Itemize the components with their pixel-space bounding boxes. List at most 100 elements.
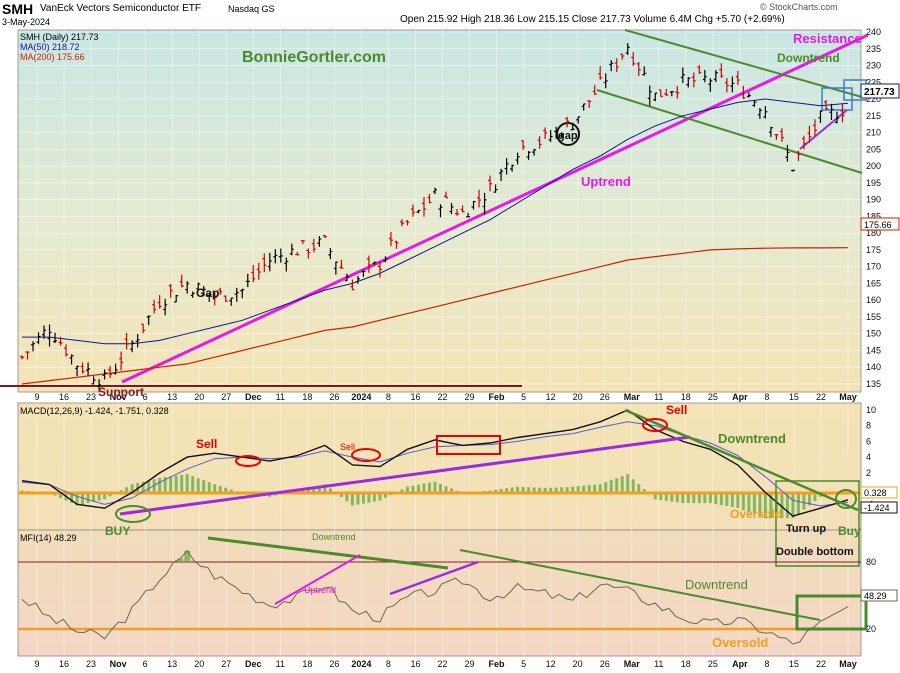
macd-histogram-bar: [582, 485, 586, 493]
macd-buy-label: BUY: [105, 524, 130, 538]
x-tick-label-bottom: Feb: [489, 659, 506, 669]
x-tick-label-top: 22: [816, 392, 826, 402]
x-tick-label-bottom: 2024: [351, 659, 371, 669]
x-tick-label-top: 18: [681, 392, 691, 402]
gap-label-2: gap: [558, 130, 578, 142]
last-price-box: [860, 83, 900, 99]
price-y-tick-label: 155: [866, 312, 881, 322]
mfi-downtrend-label: Downtrend: [685, 577, 748, 592]
x-tick-label-bottom: 12: [546, 659, 556, 669]
macd-histogram-bar: [444, 486, 448, 493]
x-tick-label-top: Feb: [489, 392, 506, 402]
mfi-box: [795, 594, 868, 631]
macd-value-box-1: [860, 486, 898, 499]
x-tick-label-bottom: May: [839, 659, 857, 669]
x-tick-label-top: 13: [167, 392, 177, 402]
x-tick-label-top: 26: [600, 392, 610, 402]
x-tick-label-top: 23: [86, 392, 96, 402]
x-tick-label-bottom: 9: [34, 659, 39, 669]
x-tick-label-top: 16: [59, 392, 69, 402]
mfi-purple-line: [389, 560, 479, 596]
price-panel: [17, 29, 862, 393]
macd-histogram-bar: [361, 493, 365, 504]
macd-histogram-bar: [180, 474, 184, 493]
mfi-uptrend-label: Uptrend: [304, 585, 336, 595]
macd-histogram-bar: [92, 493, 96, 502]
channel-top-line: [624, 29, 863, 98]
macd-histogram-bar: [532, 487, 536, 493]
price-y-tick-label: 180: [866, 228, 881, 238]
macd-histogram-bar: [81, 493, 85, 505]
macd-histogram-bar: [802, 493, 806, 510]
x-tick-label-top: 25: [708, 392, 718, 402]
macd-histogram-bar: [400, 489, 404, 493]
macd-histogram-bar: [593, 484, 597, 493]
x-tick-label-top: 8: [764, 392, 769, 402]
x-tick-label-top: 27: [221, 392, 231, 402]
macd-histogram-bar: [339, 493, 343, 498]
macd-histogram-bar: [692, 493, 696, 504]
macd-value-label-1: 0.328: [864, 488, 887, 498]
price-y-tick-label: 135: [866, 379, 881, 389]
support-label: Support: [98, 385, 144, 399]
macd-sell-box: [436, 435, 501, 455]
macd-histogram-bar: [725, 493, 729, 507]
x-tick-label-top: 11: [276, 392, 285, 402]
macd-histogram-bar: [328, 488, 332, 493]
macd-histogram-bar: [422, 483, 426, 493]
legend-ma50: MA(50) 218.72: [20, 42, 80, 52]
x-tick-label-bottom: 27: [221, 659, 231, 669]
price-y-tick-label: 210: [866, 128, 881, 138]
x-tick-label-bottom: 6: [143, 659, 148, 669]
price-y-tick-label: 215: [866, 111, 881, 121]
macd-purple-trendline: [119, 435, 691, 516]
x-tick-label-top: 26: [329, 392, 339, 402]
x-tick-label-bottom: 23: [86, 659, 96, 669]
x-tick-label-bottom: 29: [465, 659, 475, 669]
macd-sell-circle-2: [351, 448, 381, 462]
macd-histogram-bar: [70, 493, 74, 504]
x-tick-label-top: 29: [465, 392, 475, 402]
macd-histogram-bar: [130, 484, 134, 493]
x-tick-label-top: Apr: [732, 392, 748, 402]
macd-histogram-bar: [637, 484, 641, 493]
x-tick-label-top: 18: [302, 392, 312, 402]
macd-histogram-bar: [378, 493, 382, 501]
macd-histogram-bar: [604, 482, 608, 493]
x-tick-label-bottom: Mar: [624, 659, 641, 669]
mfi-line: [21, 549, 849, 645]
macd-histogram-bar: [747, 493, 751, 513]
date-label: 3-May-2024: [2, 17, 51, 27]
macd-histogram-bar: [505, 488, 509, 493]
x-tick-label-bottom: 22: [437, 659, 447, 669]
legend-macd: MACD(12,26,9) -1.424, -1.751, 0.328: [20, 406, 169, 416]
macd-histogram-bar: [427, 482, 431, 493]
mfi-value-box: [860, 589, 898, 602]
macd-histogram-bar: [494, 489, 498, 493]
x-tick-label-bottom: 20: [573, 659, 583, 669]
macd-histogram-bar: [565, 486, 569, 493]
blue-box-1: [821, 87, 853, 111]
mfi-downtrend-line-2: [459, 549, 821, 621]
macd-histogram-bar: [796, 493, 800, 514]
macd-histogram-bar: [527, 487, 531, 493]
macd-histogram-bar: [213, 484, 217, 493]
macd-histogram-bar: [686, 493, 690, 504]
macd-histogram-bar: [323, 484, 327, 493]
macd-histogram-bar: [554, 487, 558, 493]
macd-histogram-bar: [158, 477, 162, 493]
gap-label-1: Gap: [196, 286, 219, 300]
price-y-tick-label: 240: [866, 27, 881, 37]
macd-histogram-bar: [301, 489, 305, 493]
watermark: © StockCharts.com: [760, 2, 838, 12]
macd-histogram-bar: [163, 477, 167, 493]
x-ticks: 9 9 16 16 23 23 Nov Nov 6 6 13 13 20 20 27 27 Dec Dec 11 11…: [34, 392, 856, 669]
macd-histogram-bar: [356, 493, 360, 505]
x-tick-label-top: 15: [789, 392, 799, 402]
uptrend-label: Uptrend: [581, 174, 631, 189]
ma200-box: [860, 217, 900, 231]
x-tick-label-bottom: 26: [329, 659, 339, 669]
x-tick-label-bottom: 15: [789, 659, 799, 669]
macd-histogram-bar: [207, 482, 211, 493]
